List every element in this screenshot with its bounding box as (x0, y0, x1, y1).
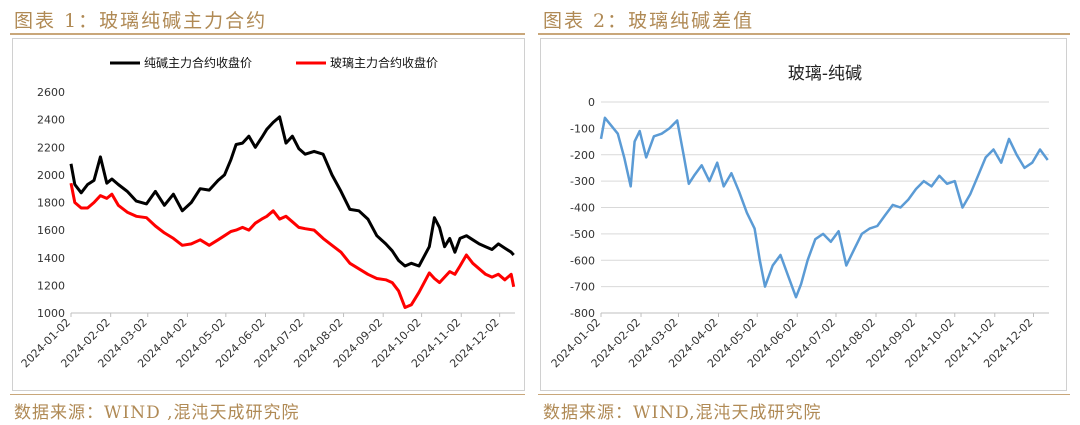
y-tick-label: -600 (570, 254, 595, 267)
series-line-0 (69, 115, 515, 268)
figure-1-caption: 图表 1：玻璃纯碱主力合约 (14, 10, 268, 32)
y-tick-label: 2600 (37, 86, 65, 99)
y-tick-label: 1800 (37, 197, 65, 210)
series-line-1 (69, 182, 516, 309)
y-tick-label: 1200 (37, 279, 65, 292)
chart-panel-1: 1000 1200 1400 1600 1800 2000 2200 2400 2600 2024… (12, 38, 525, 391)
y-tick-label: 0 (588, 96, 595, 109)
chart-1-svg: 1000120014001600180020002200240026002024… (19, 55, 516, 370)
y-tick-label: 1400 (37, 252, 65, 265)
figure-1-source: 数据来源：WIND ,混沌天成研究院 (14, 403, 300, 423)
series-line-0 (599, 116, 1049, 299)
y-tick-label: 1600 (37, 224, 65, 237)
legend-label-1: 玻璃主力合约收盘价 (330, 55, 438, 70)
legend-label-0: 纯碱主力合约收盘价 (144, 55, 252, 70)
caption-rule-right (538, 33, 1070, 35)
figure-2-source: 数据来源：WIND,混沌天成研究院 (543, 403, 822, 423)
chart-title: 玻璃-纯碱 (788, 64, 862, 84)
y-tick-label: 1000 (37, 307, 65, 320)
y-tick-label: -500 (570, 228, 595, 241)
y-tick-label: -800 (570, 307, 595, 320)
y-tick-label: -300 (570, 175, 595, 188)
y-tick-label: 2400 (37, 114, 65, 127)
chart-panel-2: 玻璃-纯碱 0 -100 -200 -300 -400 -500 -600 -700 -800 20… (540, 38, 1067, 391)
chart-2-svg: 玻璃-纯碱0-100-200-300-400-500-600-700-80020… (549, 64, 1049, 370)
source-rule-right (538, 394, 1070, 395)
caption-rule-left (10, 33, 525, 35)
y-tick-label: 2200 (37, 141, 65, 154)
y-tick-label: -700 (570, 281, 595, 294)
source-rule-left (10, 394, 525, 395)
y-tick-label: -200 (570, 149, 595, 162)
y-tick-label: -400 (570, 202, 595, 215)
y-tick-label: -100 (570, 122, 595, 135)
figure-2-caption: 图表 2：玻璃纯碱差值 (543, 10, 755, 32)
y-tick-label: 2000 (37, 169, 65, 182)
